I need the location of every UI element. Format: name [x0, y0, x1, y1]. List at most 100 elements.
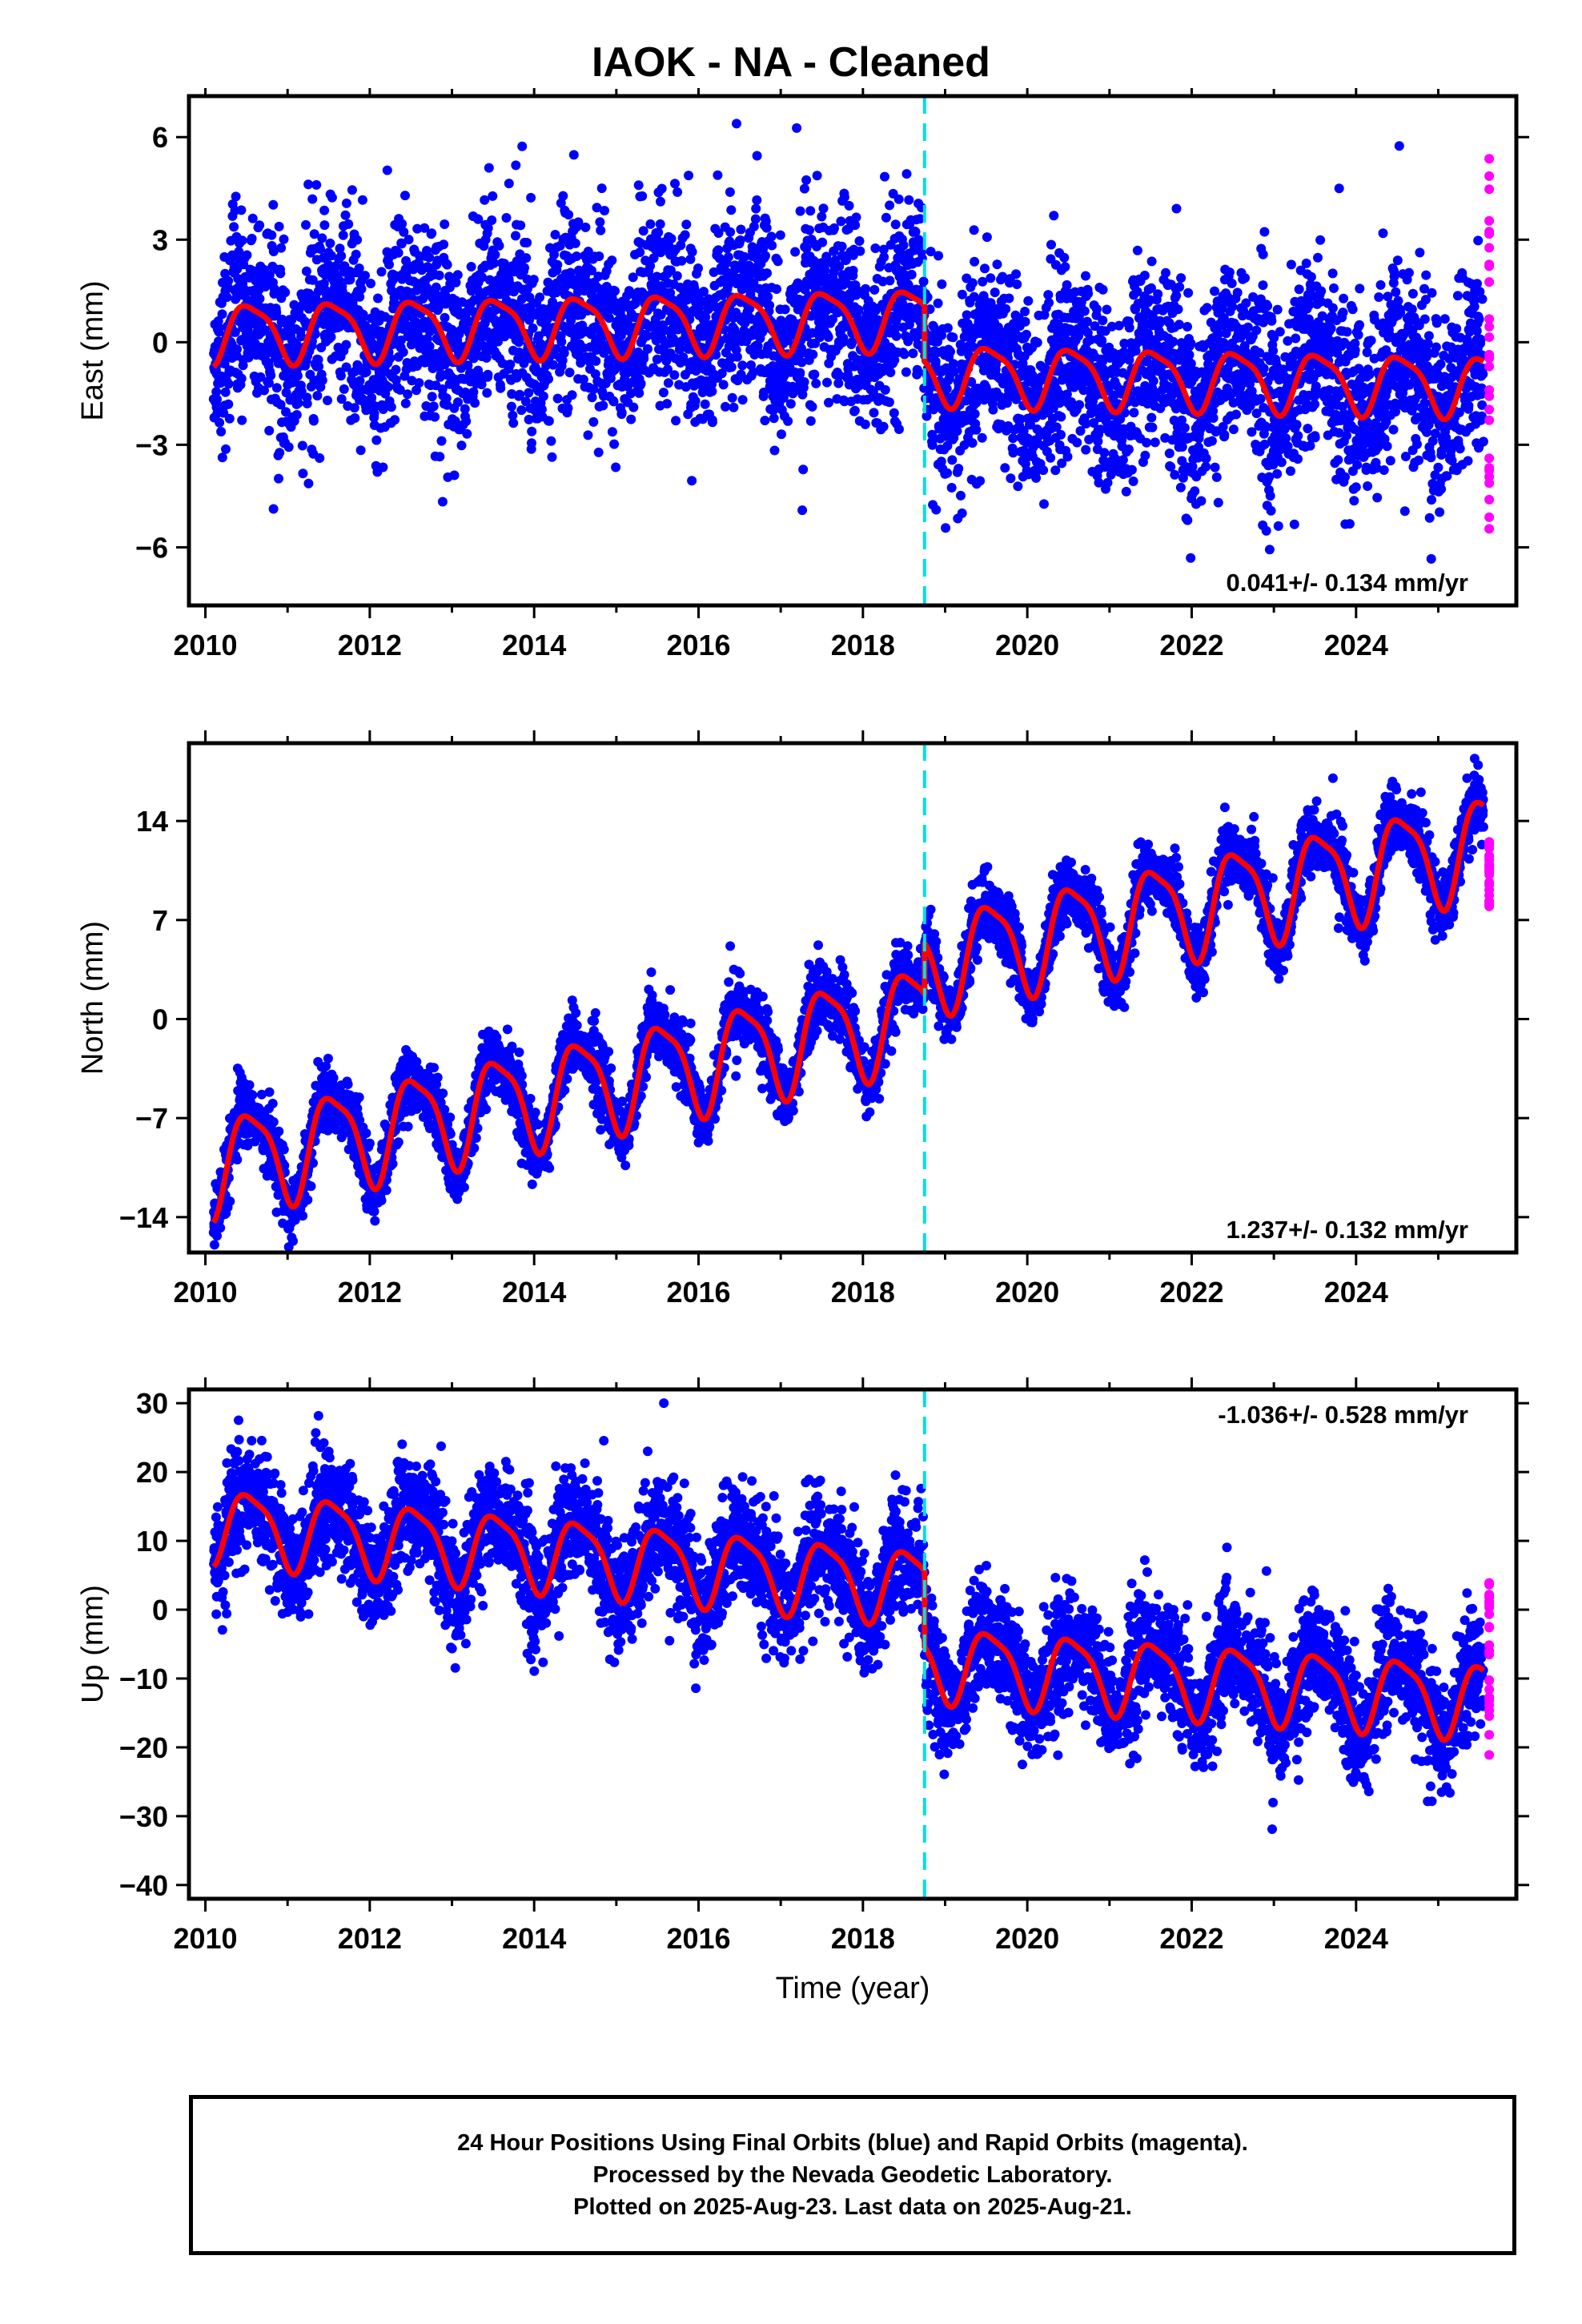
- final-point: [378, 404, 388, 414]
- final-point: [890, 219, 901, 230]
- final-point: [638, 226, 648, 236]
- final-point: [713, 228, 724, 238]
- final-point: [307, 194, 318, 204]
- final-point: [737, 360, 748, 371]
- final-point: [609, 439, 620, 449]
- final-point: [1083, 288, 1094, 299]
- final-point: [291, 410, 302, 420]
- final-point: [341, 362, 351, 372]
- final-point: [969, 225, 979, 235]
- final-point: [761, 251, 770, 261]
- final-point: [648, 253, 659, 263]
- final-point: [501, 213, 512, 223]
- final-point: [268, 199, 279, 210]
- final-point: [281, 407, 291, 417]
- final-point: [1182, 515, 1193, 525]
- final-point: [435, 452, 445, 462]
- final-point: [449, 470, 460, 480]
- final-point: [988, 404, 998, 415]
- final-point: [331, 261, 341, 271]
- final-point: [280, 287, 291, 298]
- final-point: [1155, 316, 1165, 326]
- final-point: [884, 397, 894, 408]
- final-point: [1177, 442, 1187, 452]
- final-point: [506, 401, 516, 412]
- final-point: [1081, 419, 1091, 429]
- final-point: [593, 447, 604, 457]
- final-point: [824, 397, 833, 408]
- plot-area: [208, 96, 1495, 605]
- final-point: [847, 337, 857, 347]
- final-point: [563, 403, 573, 413]
- final-point: [341, 340, 351, 350]
- final-point: [212, 400, 223, 411]
- final-point: [302, 399, 312, 408]
- final-point: [1259, 227, 1270, 237]
- final-point: [538, 391, 548, 401]
- final-point: [1146, 256, 1157, 267]
- final-point: [833, 378, 844, 388]
- final-point: [520, 263, 529, 273]
- final-point: [663, 378, 673, 388]
- final-point: [957, 508, 967, 518]
- final-point: [749, 367, 759, 377]
- final-point: [891, 331, 901, 341]
- final-point: [587, 265, 596, 275]
- final-point: [851, 212, 861, 223]
- final-point: [967, 438, 978, 448]
- final-point: [1013, 481, 1023, 492]
- final-point: [889, 355, 900, 365]
- final-point: [1301, 258, 1311, 268]
- final-point: [255, 220, 265, 231]
- final-point: [1281, 433, 1291, 444]
- final-point: [942, 384, 952, 394]
- final-point: [293, 398, 303, 408]
- final-point: [643, 344, 652, 354]
- final-point: [1098, 356, 1107, 367]
- final-point: [567, 390, 577, 400]
- final-point: [461, 416, 472, 426]
- final-point: [311, 179, 322, 190]
- final-point: [556, 336, 567, 347]
- final-point: [325, 238, 335, 248]
- final-point: [431, 282, 441, 292]
- final-point: [477, 272, 488, 283]
- final-point: [780, 304, 790, 315]
- final-point: [595, 217, 605, 227]
- final-point: [1351, 482, 1361, 493]
- final-point: [1044, 298, 1054, 308]
- final-point: [483, 369, 493, 380]
- final-point: [268, 504, 279, 514]
- final-point: [912, 364, 922, 375]
- final-point: [552, 393, 563, 404]
- final-point: [1231, 409, 1241, 420]
- final-point: [642, 331, 652, 341]
- final-point: [1286, 259, 1296, 270]
- final-point: [369, 408, 379, 419]
- east-panel: 2010 2012 2014 2016 2018 2020 2022 2024 6 3 0 −3 −6 E…: [0, 88, 1582, 697]
- final-point: [1102, 477, 1113, 488]
- final-point: [811, 378, 821, 388]
- final-point: [1349, 496, 1359, 506]
- final-point: [1170, 469, 1180, 480]
- final-point: [1190, 486, 1200, 497]
- final-point: [1146, 283, 1156, 293]
- final-point: [753, 341, 763, 352]
- final-point: [1062, 279, 1072, 290]
- final-point: [1039, 310, 1050, 320]
- final-point: [1126, 464, 1137, 475]
- final-point: [326, 251, 336, 261]
- final-point: [690, 396, 701, 406]
- final-point: [1327, 268, 1338, 279]
- final-point: [504, 179, 514, 189]
- final-point: [566, 316, 576, 326]
- final-point: [761, 223, 772, 233]
- final-point: [564, 368, 575, 378]
- final-point: [658, 320, 669, 331]
- final-point: [1098, 284, 1108, 295]
- final-point: [596, 225, 606, 235]
- final-point: [1263, 301, 1273, 312]
- final-point: [351, 249, 361, 259]
- final-point: [795, 206, 805, 216]
- final-point: [1082, 316, 1092, 327]
